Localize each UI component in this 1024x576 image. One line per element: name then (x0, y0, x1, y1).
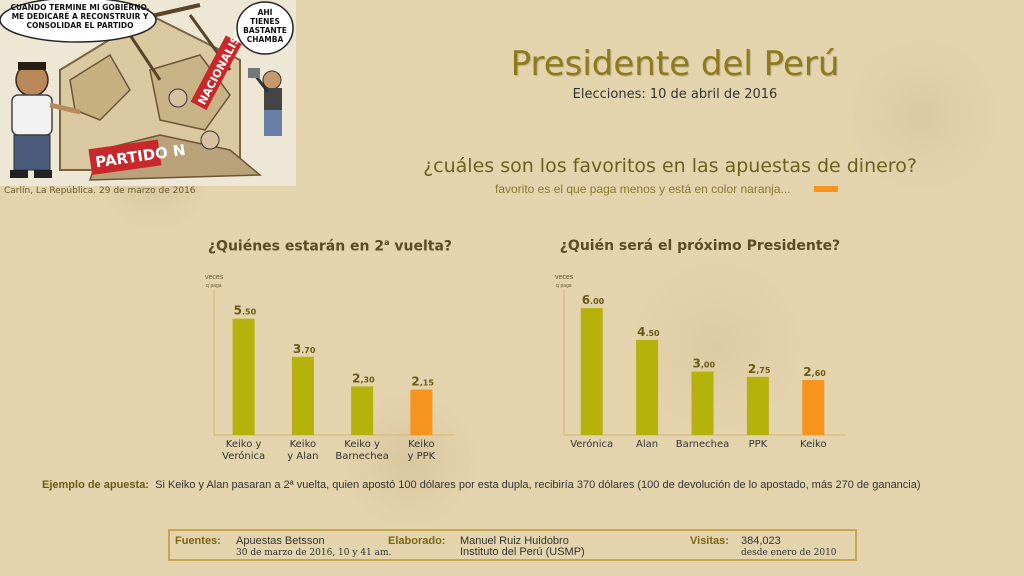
editorial-cartoon: PARTIDO N NACIONALISTA CUANDO TERMINE MI… (0, 0, 296, 186)
chart2-category-label-1: Alan (636, 439, 658, 450)
chart2-title: ¿Quién será el próximo Presidente? (559, 238, 841, 254)
footer-box: Fuentes: Apuestas Betsson 30 de marzo de… (168, 529, 857, 561)
chart1-value-label-3: 2,15 (411, 375, 434, 389)
chart2-value-label-2: 3,00 (693, 357, 716, 371)
chart-second-round: veces q´paga 5.50 Keiko y Verónica 3.70 Keiko y… (205, 274, 455, 462)
page-title: Presidente del Perú (510, 44, 840, 84)
main-question: ¿cuáles son los favoritos en las apuesta… (423, 155, 917, 177)
chart-next-president: veces q´paga 6.00 Verónica 4.50 Alan 3,00 Barne… (555, 274, 845, 450)
visits-label: Visitas: (690, 535, 729, 547)
page-subtitle: Elecciones: 10 de abril de 2016 (572, 87, 778, 102)
example-bet: Ejemplo de apuesta: Si Keiko y Alan pasa… (42, 479, 1002, 491)
chart2-bar-4 (802, 380, 825, 435)
chart1-category-label-2: Keiko y Barnechea (335, 439, 389, 462)
chart2-bar-0 (580, 308, 603, 435)
chart1-ylabel-bottom: q´paga (206, 283, 222, 289)
chart2-bar-3 (746, 376, 769, 435)
chart1-bar-1 (291, 356, 314, 435)
chart1-bar-2 (351, 386, 374, 435)
chart2-bar-1 (636, 339, 659, 435)
chart2-value-label-0: 6.00 (582, 293, 605, 307)
sources-label: Fuentes: (175, 535, 221, 547)
made-label: Elaborado: (388, 535, 446, 547)
speech-left: CUANDO TERMINE MI GOBIERNO, ME DEDICARÉ … (10, 3, 150, 30)
visits-value: 384,023 (741, 535, 781, 547)
cartoon-credit: Carlín, La República. 29 de marzo de 201… (4, 186, 196, 196)
sources-value: Apuestas Betsson (236, 535, 325, 547)
chart1-title-main: ¿Quiénes estarán en 2 (207, 238, 385, 255)
speech-right: AHÍ TIENES BASTANTE CHAMBA (243, 8, 287, 44)
chart1-category-label-0: Keiko y Verónica (222, 439, 265, 462)
example-text: Si Keiko y Alan pasaran a 2ª vuelta, qui… (155, 479, 921, 491)
sources-date: 30 de marzo de 2016, 10 y 41 am. (236, 548, 392, 558)
favorite-note: favorito es el que paga menos y está en … (495, 182, 791, 196)
chart2-ylabel-bottom: q´paga (556, 283, 572, 289)
chart1-bar-3 (410, 389, 433, 435)
visits-since: desde enero de 2010 (741, 548, 837, 558)
chart2-value-label-1: 4.50 (637, 325, 660, 339)
chart1-ylabel-top: veces (205, 274, 224, 281)
chart2-ylabel-top: veces (555, 274, 574, 281)
chart1-category-label-1: Keiko y Alan (287, 439, 318, 462)
chart2-bar-2 (691, 371, 714, 435)
chart1-value-label-0: 5.50 (234, 304, 257, 318)
chart2-value-label-4: 2,60 (803, 365, 826, 379)
chart2-category-label-3: PPK (749, 439, 768, 450)
chart1-bar-0 (232, 318, 255, 435)
favorite-color-swatch (814, 186, 838, 192)
chart1-value-label-1: 3.70 (293, 342, 316, 356)
chart2-category-label-2: Barnechea (676, 439, 730, 450)
chart1-title: ¿Quiénes estarán en 2a vuelta? (190, 238, 470, 255)
chart2-category-label-4: Keiko (800, 439, 827, 450)
chart1-category-label-3: Keiko y PPK (408, 439, 436, 462)
made-value: Manuel Ruiz Huidobro (460, 535, 569, 547)
chart1-title-sup: a (384, 238, 390, 247)
chart1-value-label-2: 2,30 (352, 371, 375, 385)
chart1-title-end: vuelta? (389, 238, 453, 255)
chart2-value-label-3: 2,75 (748, 362, 771, 376)
example-label: Ejemplo de apuesta: (42, 479, 149, 491)
chart2-category-label-0: Verónica (570, 438, 613, 450)
made-org: Instituto del Perú (USMP) (460, 546, 585, 558)
cartoon-illustration: PARTIDO N NACIONALISTA CUANDO TERMINE MI… (0, 0, 296, 186)
